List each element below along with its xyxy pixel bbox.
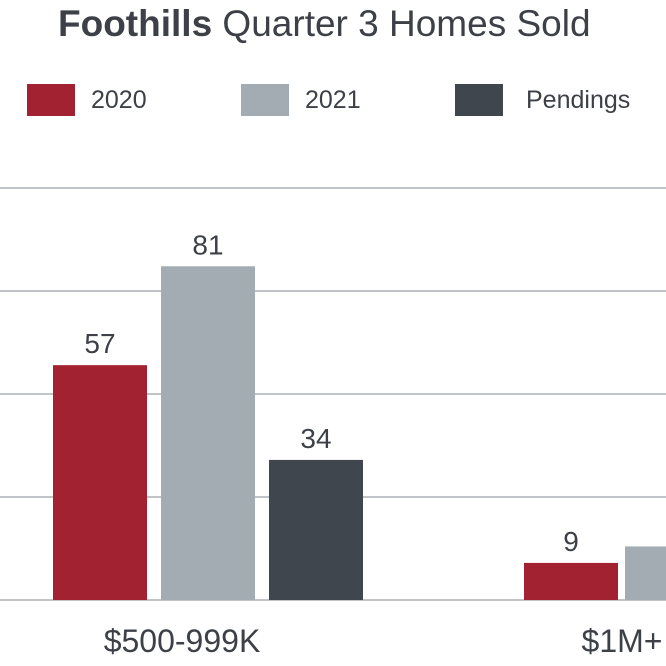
chart-title-bold: Foothills [58,3,213,44]
chart-legend: 2020 2021 Pendings [0,80,666,120]
bar-pendings-0 [269,459,363,600]
category-label-1: $1M+ [582,623,663,659]
category-label-0: $500-999K [104,623,261,659]
legend-label-pendings: Pendings [526,86,631,114]
data-label-2020-0: 57 [84,328,115,359]
data-label-2021-0: 81 [192,229,223,260]
bar-2020-1 [524,562,618,600]
data-label-pendings-0: 34 [300,423,331,454]
legend-label-2020: 2020 [91,86,147,114]
legend-label-2021: 2021 [305,86,361,114]
data-label-2021-1: 1 [664,509,666,540]
chart-title: Foothills Quarter 3 Homes Sold [58,2,666,46]
data-label-2020-1: 9 [563,526,579,557]
bar-2021-0 [161,266,255,600]
legend-swatch-2021 [241,84,289,116]
chart-title-rest: Quarter 3 Homes Sold [212,3,591,44]
legend-swatch-2020 [27,84,75,116]
bar-2021-1 [625,546,666,600]
legend-swatch-pendings [455,84,503,116]
bar-2020-0 [53,365,147,600]
